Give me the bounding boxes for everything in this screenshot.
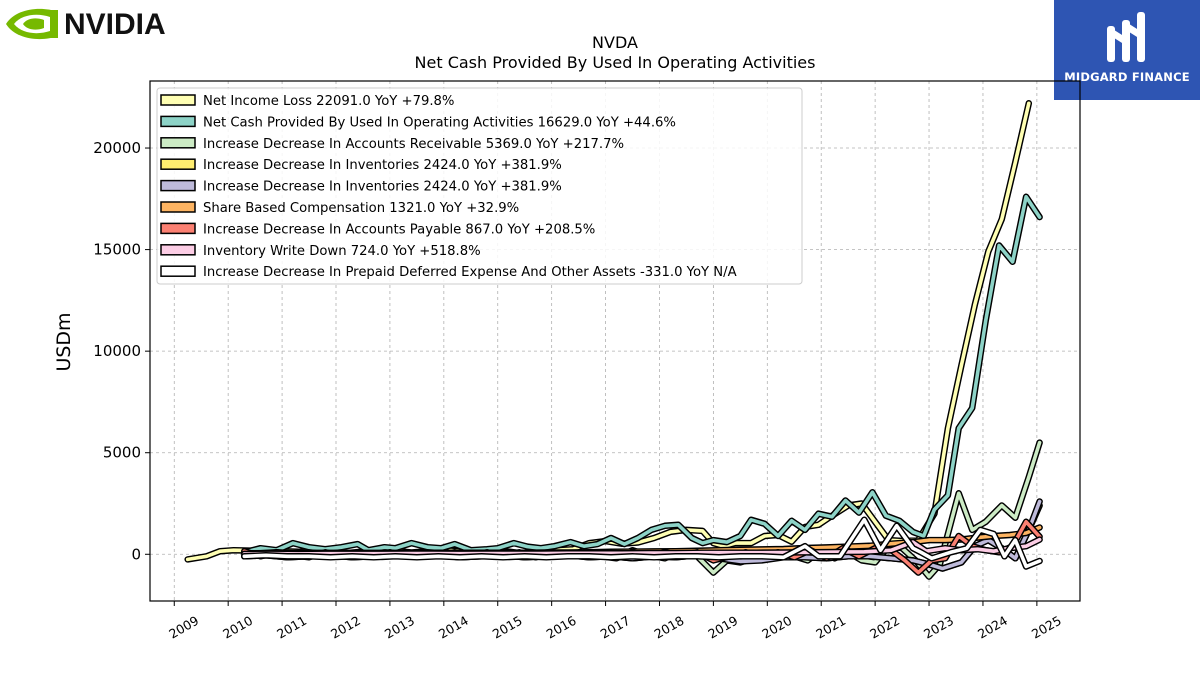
chart-title: NVDA: [592, 33, 638, 52]
sponsor-name: MIDGARD FINANCE: [1064, 70, 1190, 84]
legend-swatch: [160, 158, 196, 170]
brand-wordmark: NVIDIA: [64, 8, 166, 41]
x-tick-label: 2023: [921, 613, 956, 642]
nvidia-logo: NVIDIA: [4, 2, 204, 50]
x-tick-label: 2016: [544, 613, 579, 642]
x-tick-label: 2013: [382, 613, 417, 642]
legend-label: Increase Decrease In Accounts Receivable…: [203, 137, 624, 152]
x-tick-label: 2009: [166, 613, 201, 642]
chart-subtitle: Net Cash Provided By Used In Operating A…: [415, 53, 816, 72]
y-axis-label: USDm: [53, 312, 75, 371]
x-tick-label: 2021: [813, 613, 848, 642]
x-axis-ticks: 2009 2010 2011 2012 2013 2014 2015 2016 2017 2018…: [166, 601, 1064, 642]
legend-swatch: [160, 265, 196, 277]
x-tick-label: 2012: [328, 613, 363, 642]
legend-swatch: [160, 179, 196, 192]
y-tick-label: 10000: [93, 342, 141, 360]
y-axis-ticks: 0 5000 10000 15000 20000: [93, 139, 150, 563]
legend-box: [156, 87, 803, 285]
nvidia-eye-icon: [6, 8, 58, 40]
legend-swatch: [160, 244, 196, 256]
midgard-m-icon: [1107, 12, 1145, 62]
x-tick-label: 2020: [759, 613, 794, 642]
x-tick-label: 2025: [1029, 613, 1064, 642]
y-tick-label: 20000: [93, 139, 141, 157]
x-tick-label: 2019: [705, 613, 740, 642]
x-tick-label: 2024: [975, 613, 1010, 642]
x-tick-label: 2011: [274, 613, 309, 642]
legend-label: Net Income Loss 22091.0 YoY +79.8%: [203, 94, 454, 109]
x-tick-label: 2014: [436, 613, 471, 642]
legend-swatch: [160, 94, 196, 106]
legend-swatch: [160, 222, 196, 235]
x-tick-label: 2018: [651, 613, 686, 642]
plot-frame: [149, 80, 1081, 602]
legend-label: Increase Decrease In Inventories 2424.0 …: [203, 180, 562, 195]
x-tick-label: 2017: [598, 613, 633, 642]
series-line: [241, 193, 1043, 556]
series-stroke: [242, 195, 1042, 555]
series-line: [241, 516, 1043, 570]
legend-label: Share Based Compensation 1321.0 YoY +32.…: [203, 201, 519, 216]
series-lines: [184, 100, 1043, 580]
x-tick-label: 2015: [490, 613, 525, 642]
legend: Net Income Loss 22091.0 YoY +79.8% Net Ca…: [156, 87, 803, 285]
y-tick-label: 0: [131, 545, 141, 563]
y-tick-label: 15000: [93, 241, 141, 259]
legend-label: Net Cash Provided By Used In Operating A…: [203, 115, 676, 130]
legend-label: Inventory Write Down 724.0 YoY +518.8%: [203, 244, 481, 259]
legend-swatch: [160, 137, 196, 149]
series-stroke: [242, 517, 1042, 569]
legend-label: Increase Decrease In Accounts Payable 86…: [203, 222, 595, 237]
legend-label: Increase Decrease In Prepaid Deferred Ex…: [203, 265, 737, 280]
y-tick-label: 5000: [103, 444, 141, 462]
legend-swatch: [160, 115, 196, 128]
midgard-finance-logo: MIDGARD FINANCE: [1054, 0, 1200, 100]
legend-label: Increase Decrease In Inventories 2424.0 …: [203, 158, 562, 173]
x-tick-label: 2022: [867, 613, 902, 642]
legend-swatch: [160, 201, 196, 213]
x-tick-label: 2010: [220, 613, 255, 642]
